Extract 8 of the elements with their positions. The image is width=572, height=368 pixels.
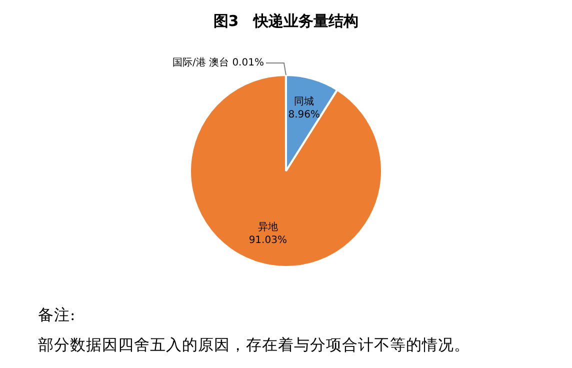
text: 备注: (38, 305, 76, 326)
slice-label: 同城 (294, 95, 314, 108)
slice-label: 国际/港 澳台 0.01% (172, 56, 264, 69)
data-label: 8.96% (288, 109, 320, 120)
text: 部分数据因四舍五入的原因，存在着与分项合计不等的情况。 (38, 335, 470, 356)
data-label: 91.03% (248, 234, 287, 246)
slice-label: 异地 (258, 220, 278, 233)
chart-title: 图3 快递业务量结构 (212, 12, 360, 31)
